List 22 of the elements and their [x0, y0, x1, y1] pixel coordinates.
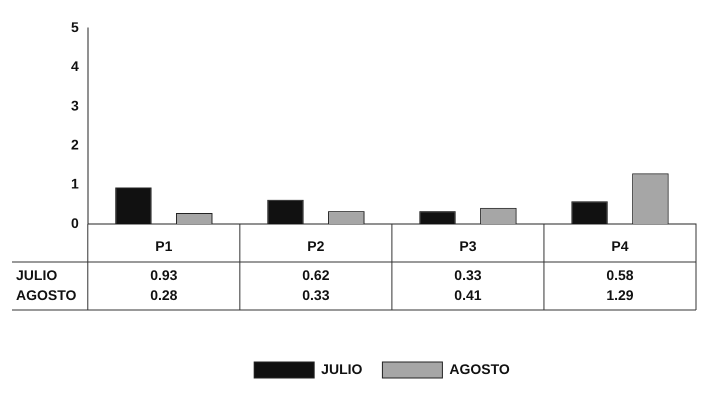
text: AGOSTO — [16, 286, 76, 303]
y-tick-label: 3 — [70, 97, 79, 114]
data-label: 0.41 — [454, 286, 482, 303]
y-tick-label: 5 — [70, 18, 79, 35]
y-tick-label: 4 — [70, 58, 79, 74]
data-label: 0.62 — [302, 266, 330, 283]
data-label: 0.33 — [454, 266, 482, 283]
text: JULIO — [16, 266, 58, 283]
data-label: 0.33 — [302, 286, 330, 303]
data-label: 0.58 — [606, 266, 634, 283]
x-tick-label: P2 — [307, 238, 325, 254]
data-label: 0.93 — [150, 266, 178, 283]
legend-label: AGOSTO — [449, 360, 510, 377]
data-label: 1.29 — [606, 286, 634, 303]
y-tick-label: 2 — [70, 136, 79, 152]
data-label: 0.28 — [150, 286, 178, 303]
x-tick-label: P1 — [155, 238, 173, 254]
y-tick-label: 1 — [70, 176, 79, 192]
y-tick-label: 0 — [70, 214, 79, 231]
x-tick-label: P3 — [459, 238, 477, 254]
legend-label: JULIO — [321, 360, 363, 377]
x-tick-label: P4 — [611, 238, 629, 254]
